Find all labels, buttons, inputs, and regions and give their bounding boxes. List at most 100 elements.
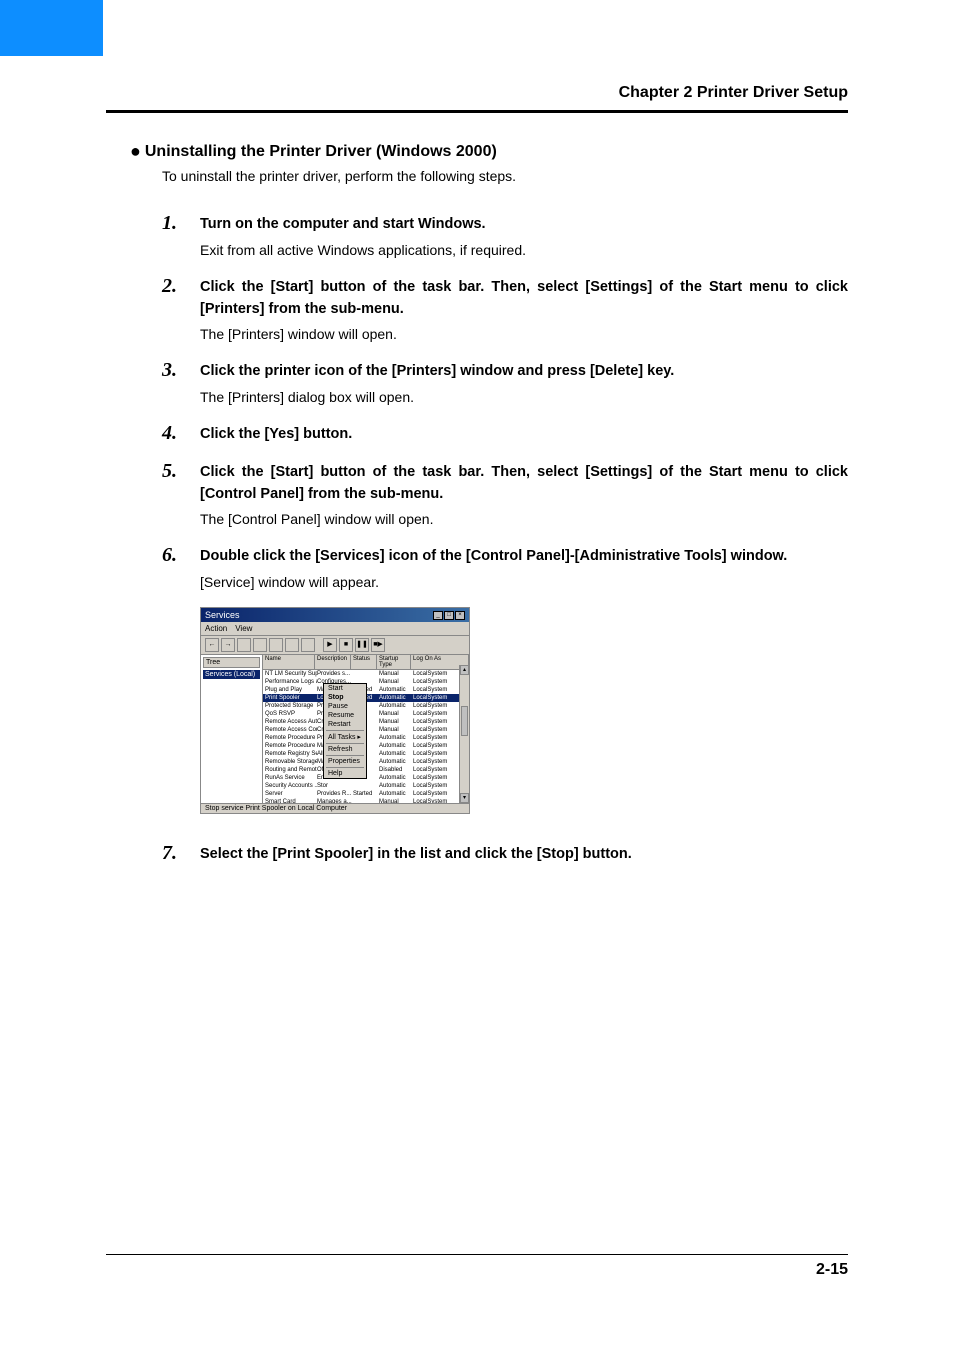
service-startup: Manual <box>379 798 413 803</box>
service-startup: Manual <box>379 726 413 734</box>
service-startup: Automatic <box>379 782 413 790</box>
service-name: Remote Access Aut... <box>265 718 317 726</box>
menu-view[interactable]: View <box>235 624 252 633</box>
step-body: Click the [Yes] button. <box>200 422 848 446</box>
toolbar-icon[interactable] <box>269 638 283 652</box>
tree-item-services[interactable]: Services (Local) <box>203 670 260 679</box>
toolbar-icon[interactable]: ▶ <box>323 638 337 652</box>
service-status <box>353 798 379 803</box>
service-name: Plug and Play <box>265 686 317 694</box>
service-row[interactable]: NT LM Security Sup...Provides s...Manual… <box>263 670 469 678</box>
service-name: Removable Storage <box>265 758 317 766</box>
menu-separator <box>326 743 364 744</box>
maximize-icon[interactable]: □ <box>444 611 454 620</box>
toolbar-icon[interactable] <box>237 638 251 652</box>
tree-panel: Tree Services (Local) <box>201 655 263 803</box>
service-status <box>353 782 379 790</box>
service-status <box>353 670 379 678</box>
step-body: Select the [Print Spooler] in the list a… <box>200 842 848 866</box>
service-desc: Provides R... <box>317 790 353 798</box>
menu-separator <box>326 767 364 768</box>
service-startup: Manual <box>379 670 413 678</box>
toolbar-icon[interactable] <box>301 638 315 652</box>
services-list: Name Description Status Startup Type Log… <box>263 655 469 803</box>
window-title: Services <box>205 610 240 620</box>
step-instruction: Click the [Yes] button. <box>200 424 848 446</box>
step-body: Click the [Start] button of the task bar… <box>200 275 848 346</box>
step-note: The [Printers] dialog box will open. <box>200 387 848 408</box>
list-header: Name Description Status Startup Type Log… <box>263 655 469 670</box>
service-name: Routing and Remot... <box>265 766 317 774</box>
service-row[interactable]: ServerProvides R...StartedAutomaticLocal… <box>263 790 469 798</box>
window-statusbar: Stop service Print Spooler on Local Comp… <box>201 803 469 813</box>
context-menu-item[interactable]: All Tasks ▸ <box>324 732 366 742</box>
step: 1.Turn on the computer and start Windows… <box>162 212 848 261</box>
service-name: Print Spooler <box>265 694 317 702</box>
step-number: 5. <box>162 460 200 531</box>
services-window-screenshot: Services _ □ × Action View ← → ▶ ■ ❚❚ ■▶ <box>200 607 470 814</box>
scroll-thumb[interactable] <box>461 706 468 736</box>
decorative-blue-box <box>0 0 103 56</box>
context-menu-item[interactable]: Start <box>324 684 366 693</box>
toolbar-forward-icon[interactable]: → <box>221 638 235 652</box>
section-intro: To uninstall the printer driver, perform… <box>162 168 848 184</box>
step-number: 1. <box>162 212 200 261</box>
context-menu-item[interactable]: Refresh <box>324 745 366 754</box>
toolbar-icon[interactable]: ■▶ <box>371 638 385 652</box>
toolbar-stop-icon[interactable]: ■ <box>339 638 353 652</box>
context-menu-item[interactable]: Restart <box>324 720 366 729</box>
menu-separator <box>326 730 364 731</box>
menu-action[interactable]: Action <box>205 624 227 633</box>
service-name: Remote Registry Se... <box>265 750 317 758</box>
context-menu-item[interactable]: Pause <box>324 702 366 711</box>
service-startup: Automatic <box>379 694 413 702</box>
col-status[interactable]: Status <box>351 655 377 669</box>
window-menubar: Action View <box>201 622 469 636</box>
step-instruction: Select the [Print Spooler] in the list a… <box>200 844 848 866</box>
col-startup[interactable]: Startup Type <box>377 655 411 669</box>
step-body: Click the [Start] button of the task bar… <box>200 460 848 531</box>
context-menu: StartStopPauseResumeRestart All Tasks ▸ Re… <box>323 683 367 779</box>
service-row[interactable]: Smart CardManages a...ManualLocalSystem <box>263 798 469 803</box>
step-note: [Service] window will appear. <box>200 572 848 593</box>
step-note: The [Printers] window will open. <box>200 324 848 345</box>
service-name: Smart Card <box>265 798 317 803</box>
step: 6.Double click the [Services] icon of th… <box>162 544 848 593</box>
step: 3.Click the printer icon of the [Printer… <box>162 359 848 408</box>
vertical-születscrollbar[interactable]: ▴ ▾ <box>459 665 469 803</box>
step-7: 7. Select the [Print Spooler] in the lis… <box>162 842 848 866</box>
service-status: Started <box>353 790 379 798</box>
service-name: NT LM Security Sup... <box>265 670 317 678</box>
step-note: The [Control Panel] window will open. <box>200 509 848 530</box>
context-menu-item[interactable]: Resume <box>324 711 366 720</box>
context-menu-item[interactable]: Help <box>324 769 366 778</box>
step-body: Turn on the computer and start Windows.E… <box>200 212 848 261</box>
toolbar-icon[interactable]: ❚❚ <box>355 638 369 652</box>
toolbar-back-icon[interactable]: ← <box>205 638 219 652</box>
step: 5.Click the [Start] button of the task b… <box>162 460 848 531</box>
toolbar-separator <box>317 638 321 652</box>
window-body: Tree Services (Local) Name Description S… <box>201 655 469 803</box>
minimize-icon[interactable]: _ <box>433 611 443 620</box>
context-menu-item[interactable]: Properties <box>324 757 366 766</box>
service-startup: Automatic <box>379 758 413 766</box>
service-row[interactable]: Security Accounts ...StorAutomaticLocalS… <box>263 782 469 790</box>
close-icon[interactable]: × <box>455 611 465 620</box>
service-startup: Automatic <box>379 750 413 758</box>
step-number: 7. <box>162 842 200 866</box>
service-startup: Manual <box>379 718 413 726</box>
service-name: Remote Access Con... <box>265 726 317 734</box>
context-menu-item[interactable]: Stop <box>324 693 366 702</box>
service-name: QoS RSVP <box>265 710 317 718</box>
toolbar-icon[interactable] <box>253 638 267 652</box>
page-number: 2-15 <box>816 1261 848 1278</box>
step: 4.Click the [Yes] button. <box>162 422 848 446</box>
scroll-up-icon[interactable]: ▴ <box>460 665 469 675</box>
scroll-down-icon[interactable]: ▾ <box>460 793 469 803</box>
service-name: Performance Logs a... <box>265 678 317 686</box>
col-name[interactable]: Name <box>263 655 315 669</box>
toolbar-icon[interactable] <box>285 638 299 652</box>
col-description[interactable]: Description <box>315 655 351 669</box>
service-startup: Automatic <box>379 734 413 742</box>
step-number: 4. <box>162 422 200 446</box>
